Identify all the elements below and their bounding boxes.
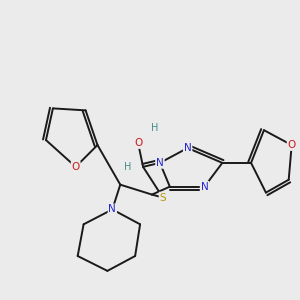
Text: H: H — [151, 123, 159, 133]
Text: S: S — [160, 193, 166, 202]
Text: N: N — [109, 204, 116, 214]
Text: N: N — [201, 182, 208, 192]
Text: O: O — [288, 140, 296, 150]
Text: N: N — [156, 158, 164, 168]
Text: H: H — [124, 162, 131, 172]
Text: N: N — [184, 143, 191, 153]
Text: O: O — [72, 162, 80, 172]
Text: O: O — [134, 138, 142, 148]
